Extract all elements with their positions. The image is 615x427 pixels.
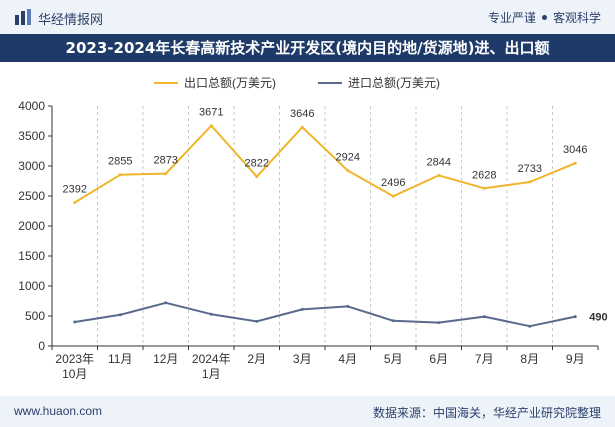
series-line-0 [74,124,576,204]
data-label: 2822 [245,158,269,170]
footer-url[interactable]: www.huaon.com [14,404,103,418]
data-point [73,320,77,324]
data-label: 2873 [154,155,178,167]
data-label: 2855 [108,156,132,168]
data-point [437,321,441,325]
y-tick-label: 0 [38,339,45,353]
data-point [346,304,350,308]
data-point [300,307,304,311]
data-label: 2844 [427,156,451,168]
data-label: 2496 [381,177,405,189]
footer-source: 数据来源：中国海关，华经产业研究院整理 [372,406,601,420]
data-label: 2733 [518,163,542,175]
x-tick-label: 2024年 1月 [192,352,231,381]
y-tick-label: 3000 [18,159,45,173]
data-point [118,313,122,317]
y-tick-label: 1500 [18,249,45,263]
y-tick-label: 3500 [18,129,45,143]
brand-logo-icon [15,9,31,25]
data-label: 2924 [336,152,360,164]
data-point [118,173,122,177]
data-point [300,125,304,129]
data-point [255,319,259,323]
data-point [528,180,532,184]
x-tick-label: 12月 [153,352,178,366]
data-point [73,200,77,204]
data-point [255,175,259,179]
chart-title: 2023-2024年长春高新技术产业开发区(境内目的地/货源地)进、出口额 [0,34,615,62]
x-tick-label: 4月 [338,352,357,366]
x-tick-label: 2月 [247,352,266,366]
x-tick-label: 9月 [566,352,585,366]
data-point [391,194,395,198]
x-tick-label: 8月 [520,352,539,366]
tagline-left: 专业严谨 [487,11,536,25]
brand-name: 华经情报网 [38,12,104,27]
x-tick-label: 5月 [384,352,403,366]
data-point [482,186,486,190]
x-tick-label: 2023年 10月 [55,352,94,381]
data-point [528,324,532,328]
data-point [346,169,350,173]
y-tick-label: 2000 [18,219,45,233]
data-label: 3646 [290,108,314,120]
x-tick-label: 6月 [429,352,448,366]
footer-bar: www.huaon.com 数据来源：中国海关，华经产业研究院整理 [0,396,615,427]
data-point [573,161,577,165]
y-tick-label: 2500 [18,189,45,203]
x-tick-label: 11月 [108,352,132,366]
y-tick-label: 500 [25,309,45,323]
x-tick-label: 3月 [293,352,312,366]
data-point [164,301,168,305]
y-tick-label: 1000 [18,279,45,293]
data-point [209,312,213,316]
separator-dot-icon [541,15,547,20]
x-tick-label: 7月 [475,352,494,366]
data-label: 490 [589,312,607,324]
tagline: 专业严谨 客观科学 [488,9,601,26]
series-line-1 [74,301,576,328]
data-label: 2392 [63,183,87,195]
tagline-right: 客观科学 [552,11,601,25]
top-bar: 华经情报网 专业严谨 客观科学 [0,0,615,34]
data-point [573,315,577,319]
data-point [482,315,486,319]
data-point [164,172,168,176]
data-label: 2628 [472,169,496,181]
data-point [391,319,395,323]
y-tick-label: 4000 [18,99,45,113]
line-chart: 出口总额(万美元) 进口总额(万美元) 0 500 1000 1500 2000 2500 30… [18,76,607,381]
data-label: 3046 [563,144,587,156]
legend-label-0: 出口总额(万美元) [184,76,276,90]
data-label: 3671 [199,107,223,119]
data-point [437,173,441,177]
data-point [209,124,213,128]
legend-label-1: 进口总额(万美元) [348,76,440,90]
